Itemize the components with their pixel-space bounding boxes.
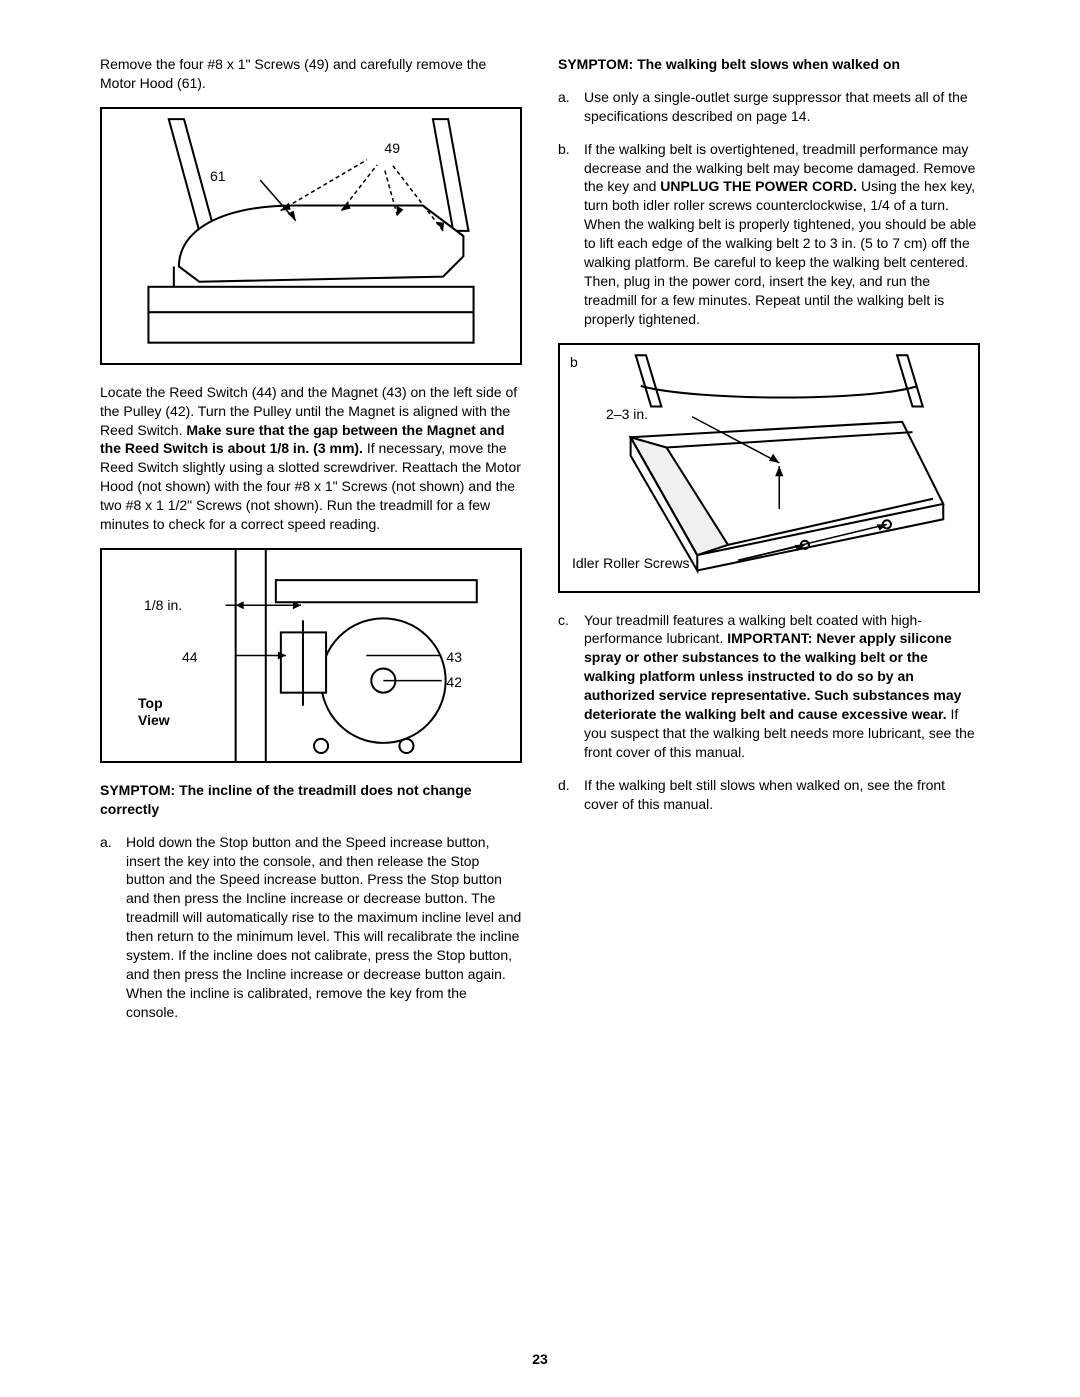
left-column: Remove the four #8 x 1" Screws (49) and … [100,55,522,1036]
marker-a2: a. [558,88,584,126]
symptom-belt-heading: SYMPTOM: The walking belt slows when wal… [558,55,980,74]
page-number: 23 [0,1350,1080,1369]
figure3-label-idler: Idler Roller Screws [572,554,689,573]
belt-d-text: If the walking belt still slows when wal… [584,776,980,814]
right-column: SYMPTOM: The walking belt slows when wal… [558,55,980,1036]
figure3-label-b: b [570,353,578,372]
marker-c: c. [558,611,584,762]
belt-item-a: a. Use only a single-outlet surge suppre… [558,88,980,126]
incline-a-text: Hold down the Stop button and the Speed … [126,833,522,1022]
reed-switch-paragraph: Locate the Reed Switch (44) and the Magn… [100,383,522,534]
figure2-label-42: 42 [446,673,462,692]
marker-b: b. [558,140,584,329]
intro-paragraph: Remove the four #8 x 1" Screws (49) and … [100,55,522,93]
belt-item-c: c. Your treadmill features a walking bel… [558,611,980,762]
figure2-label-gap: 1/8 in. [144,596,182,615]
figure1-label-61: 61 [210,167,226,186]
figure-motor-hood: 49 61 [100,107,522,365]
belt-c-text: Your treadmill features a walking belt c… [584,611,980,762]
marker-a: a. [100,833,126,1022]
two-column-layout: Remove the four #8 x 1" Screws (49) and … [100,55,980,1036]
marker-d: d. [558,776,584,814]
belt-a-text: Use only a single-outlet surge suppresso… [584,88,980,126]
figure2-label-44: 44 [182,648,198,667]
figure1-label-49: 49 [384,139,400,158]
figure-reed-switch: 1/8 in. 44 43 42 Top View [100,548,522,763]
figure2-label-topview: Top View [138,695,170,729]
belt-item-d: d. If the walking belt still slows when … [558,776,980,814]
belt-b-text: If the walking belt is overtightened, tr… [584,140,980,329]
belt-item-b: b. If the walking belt is overtightened,… [558,140,980,329]
figure2-label-43: 43 [446,648,462,667]
symptom-incline-heading: SYMPTOM: The incline of the treadmill do… [100,781,522,819]
belt-b-post: Using the hex key, turn both idler rolle… [584,178,976,326]
figure3-label-dist: 2–3 in. [606,405,648,424]
figure-belt-tension: b 2–3 in. Idler Roller Screws [558,343,980,593]
incline-item-a: a. Hold down the Stop button and the Spe… [100,833,522,1022]
belt-b-bold: UNPLUG THE POWER CORD. [660,178,857,194]
